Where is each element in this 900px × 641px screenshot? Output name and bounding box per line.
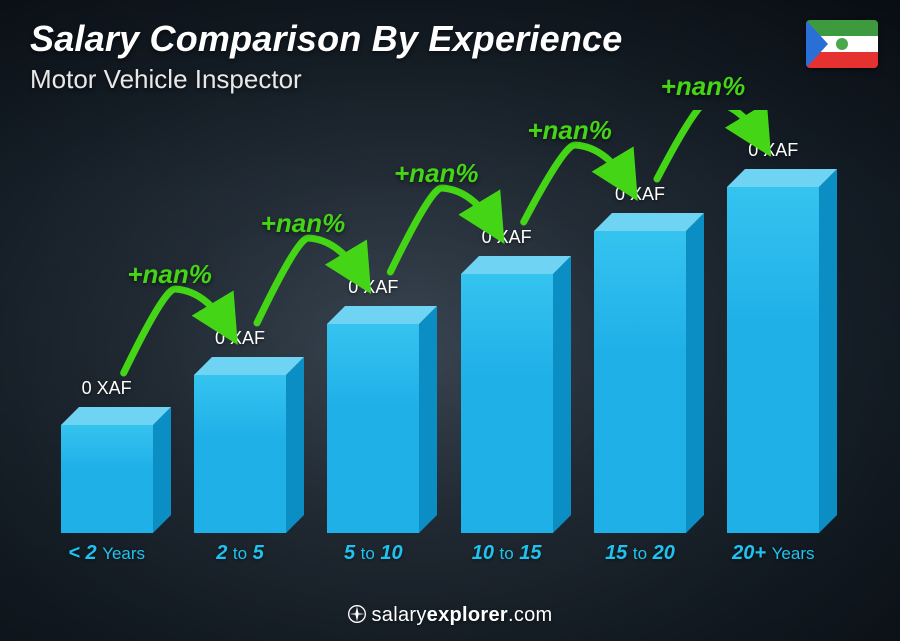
growth-pct-label: +nan%	[127, 259, 212, 290]
bar: 0 XAF	[594, 231, 686, 533]
bar: 0 XAF	[327, 324, 419, 533]
bar-slot: 0 XAF	[440, 274, 573, 533]
bar-value-label: 0 XAF	[482, 227, 532, 248]
x-axis-label: < 2 Years	[40, 542, 173, 565]
bar-front	[727, 187, 819, 533]
growth-pct-label: +nan%	[261, 208, 346, 239]
x-axis-label: 2 to 5	[173, 542, 306, 565]
country-flag	[806, 20, 878, 68]
x-axis-label: 15 to 20	[573, 542, 706, 565]
bar-front	[461, 274, 553, 533]
flag-triangle	[806, 20, 828, 68]
x-axis-label: 5 to 10	[307, 542, 440, 565]
bar-side	[686, 213, 704, 533]
bar-side	[419, 306, 437, 533]
bar-value-label: 0 XAF	[82, 378, 132, 399]
bar: 0 XAF	[461, 274, 553, 533]
bar-slot: 0 XAF	[307, 324, 440, 533]
flag-emblem	[836, 38, 848, 50]
bar-value-label: 0 XAF	[748, 140, 798, 161]
growth-pct-label: +nan%	[527, 115, 612, 146]
brand-bold: explorer	[427, 604, 508, 626]
bar-side	[153, 407, 171, 533]
bar-top	[194, 357, 304, 375]
bar-slot: 0 XAF	[173, 375, 306, 533]
bar: 0 XAF	[61, 425, 153, 533]
footer: salaryexplorer.com	[0, 604, 900, 627]
bar-front	[594, 231, 686, 533]
bar: 0 XAF	[194, 375, 286, 533]
brand-suffix: .com	[508, 604, 553, 626]
bar-top	[61, 407, 171, 425]
x-axis-label: 10 to 15	[440, 542, 573, 565]
bar-side	[286, 357, 304, 533]
x-axis-label: 20+ Years	[707, 542, 840, 565]
bar-front	[327, 324, 419, 533]
bar-top	[594, 213, 704, 231]
bar-side	[553, 256, 571, 533]
bar-value-label: 0 XAF	[215, 328, 265, 349]
growth-pct-label: +nan%	[394, 158, 479, 189]
x-axis-labels: < 2 Years2 to 55 to 1010 to 1515 to 2020…	[40, 542, 840, 565]
bar: 0 XAF	[727, 187, 819, 533]
bar-value-label: 0 XAF	[348, 277, 398, 298]
bar-top	[327, 306, 437, 324]
growth-pct-label: +nan%	[661, 71, 746, 102]
bar-front	[61, 425, 153, 533]
brand-prefix: salary	[371, 604, 426, 626]
chart-canvas: Salary Comparison By Experience Motor Ve…	[0, 0, 900, 641]
compass-icon	[347, 604, 367, 624]
brand: salaryexplorer.com	[347, 604, 552, 626]
bar-front	[194, 375, 286, 533]
chart-area: 0 XAF0 XAF0 XAF0 XAF0 XAF0 XAF < 2 Years…	[40, 110, 840, 561]
bar-side	[819, 169, 837, 533]
bar-slot: 0 XAF	[573, 231, 706, 533]
chart-title: Salary Comparison By Experience	[30, 18, 810, 60]
bars-container: 0 XAF 0 XAF 0 XAF 0 XAF 0 XAF 0 XAF	[40, 153, 840, 533]
bar-slot: 0 XAF	[707, 187, 840, 533]
bar-slot: 0 XAF	[40, 425, 173, 533]
bar-top	[461, 256, 571, 274]
bar-value-label: 0 XAF	[615, 184, 665, 205]
bar-top	[727, 169, 837, 187]
